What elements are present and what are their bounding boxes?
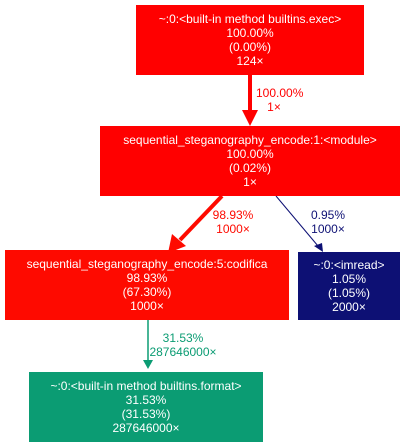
edge-percent: 0.95% (310, 208, 346, 222)
edge-percent: 100.00% (256, 86, 304, 100)
node-call-count: 124× (236, 54, 264, 68)
node-call-count: 2000× (332, 300, 366, 314)
node-builtins-format[interactable]: ~:0:<built-in method builtins.format> 31… (29, 372, 263, 442)
node-call-count: 287646000× (112, 421, 180, 435)
node-total-percent: 100.00% (226, 26, 274, 40)
edge-module-imread-arrowhead (314, 243, 323, 252)
node-codifica[interactable]: sequential_steganography_encode:5:codifi… (5, 250, 289, 320)
node-name: ~:0:<built-in method builtins.format> (50, 379, 242, 393)
edge-exec-module-arrowhead (242, 110, 258, 126)
node-name: ~:0:<imread> (313, 258, 385, 272)
node-total-percent: 98.93% (126, 271, 168, 285)
node-total-percent: 31.53% (125, 393, 167, 407)
node-name: ~:0:<built-in method builtins.exec> (158, 12, 342, 26)
node-self-percent: (0.02%) (228, 161, 272, 175)
node-name: sequential_steganography_encode:1:<modul… (123, 133, 377, 147)
node-total-percent: 1.05% (331, 272, 367, 286)
node-call-count: 1000× (130, 299, 164, 313)
node-self-percent: (31.53%) (121, 407, 171, 421)
edge-percent: 98.93% (212, 208, 254, 222)
edge-label-codifica-format: 31.53% 287646000× (146, 331, 220, 359)
edge-codifica-format-arrowhead (143, 360, 153, 369)
edge-label-exec-module: 100.00% 1× (256, 86, 304, 114)
edge-module-codifica-line (178, 194, 224, 242)
edge-module-codifica-arrowhead (168, 234, 186, 253)
node-module[interactable]: sequential_steganography_encode:1:<modul… (100, 126, 400, 196)
edge-call-count: 1000× (311, 222, 345, 236)
node-total-percent: 100.00% (226, 147, 274, 161)
edge-call-count: 287646000× (149, 345, 217, 359)
node-self-percent: (1.05%) (327, 286, 371, 300)
edge-label-module-imread: 0.95% 1000× (305, 208, 351, 236)
node-self-percent: (0.00%) (228, 40, 272, 54)
node-call-count: 1× (243, 175, 257, 189)
edge-label-module-codifica: 98.93% 1000× (206, 208, 260, 236)
edge-call-count: 1000× (216, 222, 250, 236)
edge-call-count: 1× (267, 100, 281, 114)
edge-percent: 31.53% (162, 331, 204, 345)
node-self-percent: (67.30%) (122, 285, 172, 299)
edge-module-imread-line (275, 195, 319, 247)
node-imread[interactable]: ~:0:<imread> 1.05% (1.05%) 2000× (298, 252, 400, 320)
node-name: sequential_steganography_encode:5:codifi… (26, 257, 268, 271)
node-builtins-exec[interactable]: ~:0:<built-in method builtins.exec> 100.… (136, 5, 364, 75)
